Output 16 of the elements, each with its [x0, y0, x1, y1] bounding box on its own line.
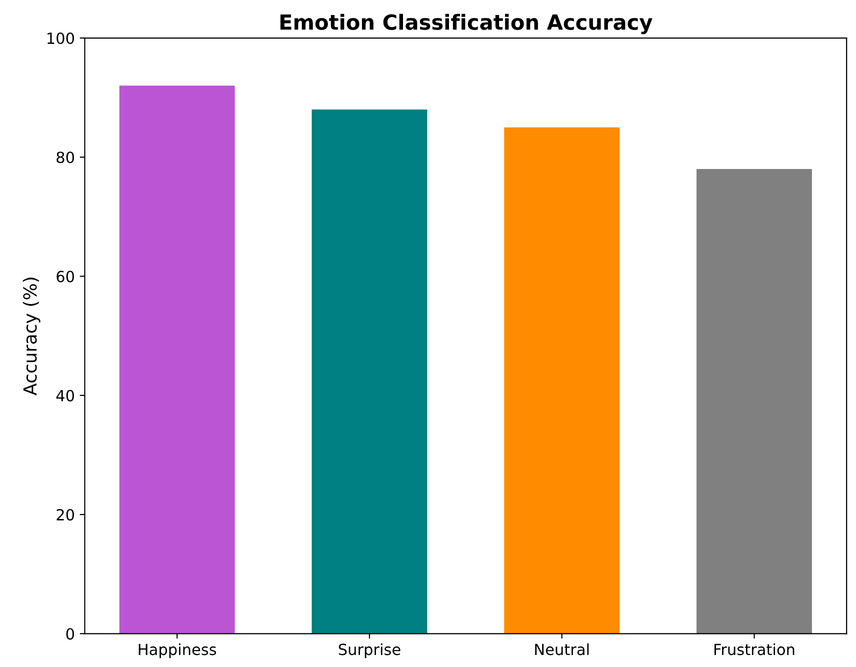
- y-tick-label: 0: [66, 628, 74, 640]
- y-tick-label: 40: [56, 390, 74, 402]
- y-tick-label: 20: [56, 508, 74, 521]
- bar: [119, 86, 235, 634]
- x-tick-label: Frustration: [714, 643, 794, 656]
- y-tick-label: 60: [56, 270, 74, 282]
- y-tick-label: 100: [48, 32, 74, 44]
- bar: [504, 127, 620, 634]
- bar: [696, 169, 812, 634]
- y-tick-label: 80: [56, 152, 74, 164]
- x-tick-label: Surprise: [338, 643, 400, 658]
- x-tick-label: Happiness: [138, 643, 216, 658]
- x-tick-label: Neutral: [535, 643, 589, 656]
- bar: [312, 109, 428, 634]
- chart-title: Emotion Classification Accuracy: [280, 14, 652, 34]
- y-axis-title: Accuracy (%): [22, 278, 40, 396]
